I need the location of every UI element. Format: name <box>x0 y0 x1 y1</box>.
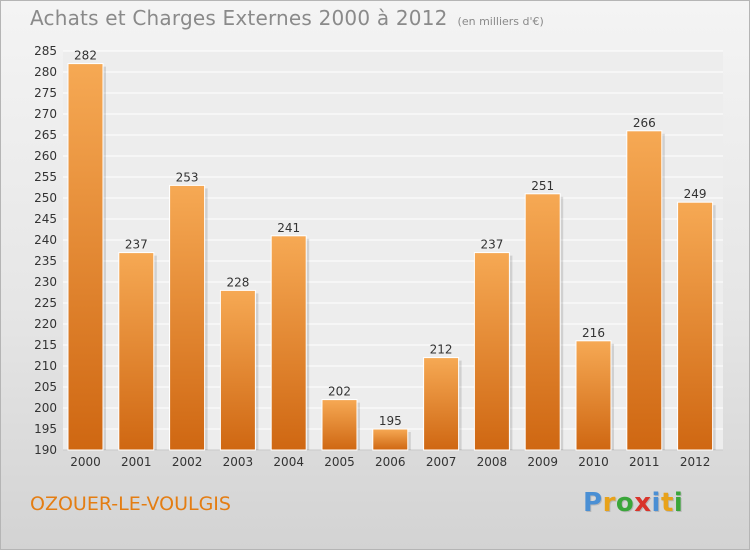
bar-2008 <box>473 252 510 451</box>
y-tick-label: 265 <box>34 128 57 142</box>
y-tick-label: 280 <box>34 65 57 79</box>
y-tick-label: 220 <box>34 317 57 331</box>
y-tick-label: 255 <box>34 170 57 184</box>
y-tick-label: 235 <box>34 254 57 268</box>
logo-letter: x <box>634 488 652 518</box>
y-tick-label: 200 <box>34 401 57 415</box>
value-label: 251 <box>531 179 554 193</box>
logo-letter: i <box>673 488 684 518</box>
y-tick-label: 210 <box>34 359 57 373</box>
x-axis: 2000 2001 2002 2003 2004 2005 2006 2007 2008 2009… <box>70 455 710 469</box>
bar-2006 <box>372 428 409 451</box>
x-tick-label: 2011 <box>629 455 660 469</box>
x-tick-label: 2012 <box>680 455 711 469</box>
value-label: 266 <box>633 116 656 130</box>
y-tick-label: 215 <box>34 338 57 352</box>
chart-title: Achats et Charges Externes 2000 à 2012 (e… <box>30 6 544 30</box>
y-tick-label: 245 <box>34 212 57 226</box>
bar-2001 <box>118 252 155 451</box>
value-label: 202 <box>328 385 351 399</box>
logo-letter: r <box>602 488 616 518</box>
x-tick-label: 2006 <box>375 455 406 469</box>
x-tick-label: 2009 <box>527 455 558 469</box>
bar-2004 <box>270 235 307 451</box>
value-label: 212 <box>430 343 453 357</box>
bar-2003 <box>219 289 256 451</box>
bar-2002 <box>169 184 206 451</box>
y-tick-label: 230 <box>34 275 57 289</box>
x-tick-label: 2003 <box>223 455 254 469</box>
x-tick-label: 2005 <box>324 455 355 469</box>
logo-letter: P <box>583 488 603 518</box>
value-label: 241 <box>277 221 300 235</box>
x-tick-label: 2001 <box>121 455 152 469</box>
value-label: 216 <box>582 326 605 340</box>
chart-title-text: Achats et Charges Externes 2000 à 2012 <box>30 6 448 30</box>
bar-2007 <box>423 357 460 451</box>
bar-2010 <box>575 340 612 451</box>
bar-2009 <box>524 193 561 451</box>
y-tick-label: 250 <box>34 191 57 205</box>
bar-2012 <box>677 201 714 451</box>
bar-2000 <box>67 63 104 451</box>
x-tick-label: 2002 <box>172 455 203 469</box>
y-tick-label: 275 <box>34 86 57 100</box>
x-tick-label: 2000 <box>70 455 101 469</box>
bar-2005 <box>321 399 358 451</box>
value-label: 253 <box>176 170 199 184</box>
y-tick-label: 195 <box>34 422 57 436</box>
y-tick-label: 285 <box>34 44 57 58</box>
y-tick-label: 190 <box>34 443 57 457</box>
chart-unit: (en milliers d'€) <box>457 15 544 28</box>
x-tick-label: 2008 <box>477 455 508 469</box>
value-label: 228 <box>226 275 249 289</box>
bars: 282 237 253 228 241 202 195 212 237 251 216 266 249 <box>67 49 716 451</box>
y-tick-label: 270 <box>34 107 57 121</box>
plot-area <box>63 51 723 450</box>
value-label: 237 <box>125 238 148 252</box>
y-tick-label: 225 <box>34 296 57 310</box>
value-label: 282 <box>74 49 97 63</box>
y-tick-label: 260 <box>34 149 57 163</box>
value-label: 237 <box>480 238 503 252</box>
y-tick-label: 240 <box>34 233 57 247</box>
value-label: 195 <box>379 414 402 428</box>
x-tick-label: 2010 <box>578 455 609 469</box>
logo-letter: o <box>615 488 635 518</box>
x-tick-label: 2007 <box>426 455 457 469</box>
y-axis: 190 195 200 205 210 215 220 225 230 235 240 245 250 2… <box>34 44 57 457</box>
y-tick-label: 205 <box>34 380 57 394</box>
x-tick-label: 2004 <box>273 455 304 469</box>
value-label: 249 <box>684 187 707 201</box>
proxiti-logo[interactable]: Proxiti <box>583 488 683 518</box>
city-name: OZOUER-LE-VOULGIS <box>30 493 231 515</box>
bar-2011 <box>626 130 663 451</box>
logo-letter: i <box>651 488 661 518</box>
logo-letter: t <box>660 488 674 518</box>
